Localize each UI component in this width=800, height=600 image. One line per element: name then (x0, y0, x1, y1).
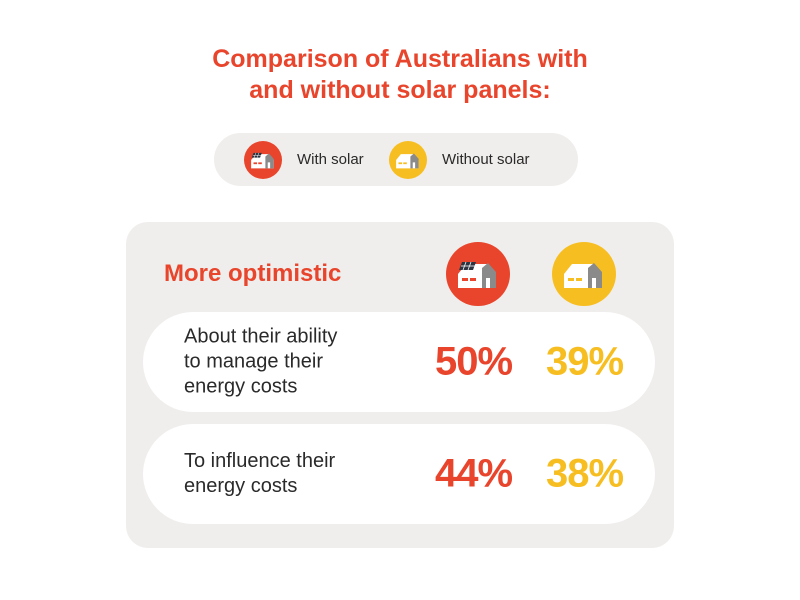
house-with-solar-icon (446, 242, 510, 306)
row-label: To influence their energy costs (184, 449, 414, 499)
value-without-solar: 39% (546, 339, 624, 384)
row-label-line: to manage their (184, 350, 323, 373)
legend-item-without-solar: Without solar (389, 133, 530, 186)
row-label-line: About their ability (184, 325, 338, 348)
value-with-solar: 50% (435, 339, 513, 384)
value-with-solar: 44% (435, 451, 513, 496)
chart-title-line-1: Comparison of Australians with (212, 45, 588, 73)
row-label-line: energy costs (184, 475, 298, 497)
legend-label-without-solar: Without solar (442, 151, 530, 168)
house-without-solar-icon (389, 140, 427, 179)
legend-item-with-solar: With solar (244, 133, 364, 186)
legend: With solar Without solar (214, 133, 578, 186)
legend-label-with-solar: With solar (297, 151, 364, 168)
value-without-solar: 38% (546, 451, 624, 496)
row-label-line: To influence their (184, 450, 336, 472)
chart-title-line-2: and without solar panels: (249, 76, 551, 104)
section-heading: More optimistic (164, 260, 342, 287)
comparison-row: To influence their energy costs 44% 38% (143, 424, 655, 524)
comparison-panel: More optimistic About their ability to m… (126, 222, 674, 548)
row-label: About their ability to manage their ener… (184, 325, 414, 400)
house-without-solar-icon (552, 242, 616, 306)
comparison-row: About their ability to manage their ener… (143, 312, 655, 412)
row-label-line: energy costs (184, 375, 298, 398)
chart-title: Comparison of Australians with and witho… (0, 44, 800, 106)
house-with-solar-icon (244, 140, 282, 179)
